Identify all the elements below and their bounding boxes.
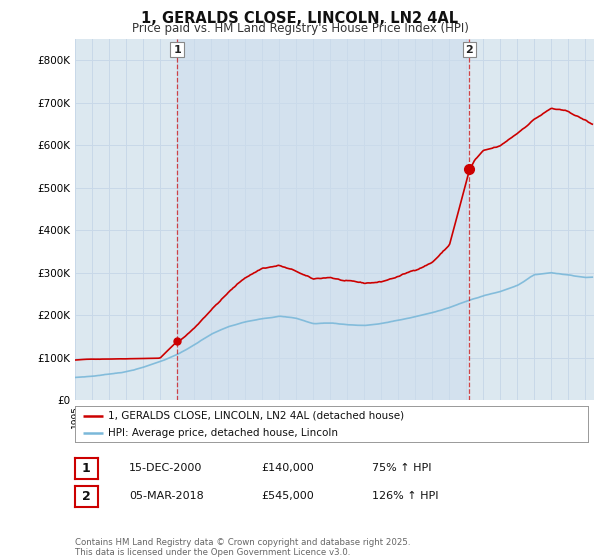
Text: 1, GERALDS CLOSE, LINCOLN, LN2 4AL: 1, GERALDS CLOSE, LINCOLN, LN2 4AL bbox=[142, 11, 458, 26]
Text: £140,000: £140,000 bbox=[261, 463, 314, 473]
Text: 1: 1 bbox=[82, 461, 91, 475]
Text: 2: 2 bbox=[82, 489, 91, 503]
Text: HPI: Average price, detached house, Lincoln: HPI: Average price, detached house, Linc… bbox=[109, 428, 338, 437]
Text: Contains HM Land Registry data © Crown copyright and database right 2025.
This d: Contains HM Land Registry data © Crown c… bbox=[75, 538, 410, 557]
Text: £545,000: £545,000 bbox=[261, 491, 314, 501]
Text: 05-MAR-2018: 05-MAR-2018 bbox=[129, 491, 204, 501]
Text: 1: 1 bbox=[173, 45, 181, 55]
Text: 1, GERALDS CLOSE, LINCOLN, LN2 4AL (detached house): 1, GERALDS CLOSE, LINCOLN, LN2 4AL (deta… bbox=[109, 411, 404, 421]
Text: 2: 2 bbox=[466, 45, 473, 55]
Text: 15-DEC-2000: 15-DEC-2000 bbox=[129, 463, 202, 473]
Bar bbox=[177, 39, 469, 400]
Text: 126% ↑ HPI: 126% ↑ HPI bbox=[372, 491, 439, 501]
Text: Price paid vs. HM Land Registry's House Price Index (HPI): Price paid vs. HM Land Registry's House … bbox=[131, 22, 469, 35]
Text: 75% ↑ HPI: 75% ↑ HPI bbox=[372, 463, 431, 473]
